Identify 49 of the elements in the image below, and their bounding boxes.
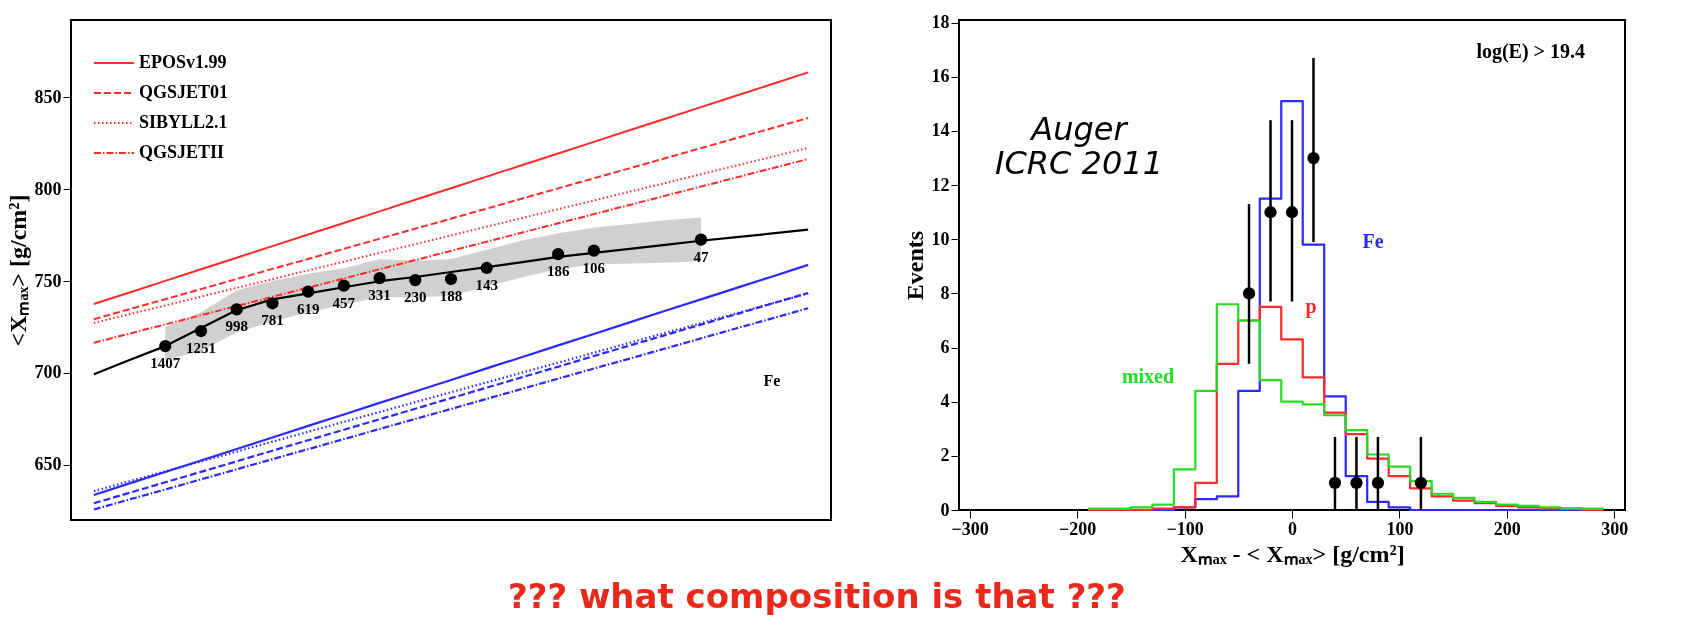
annotation: 143 bbox=[475, 276, 498, 293]
annotation: 457 bbox=[332, 294, 356, 311]
x-tick-label: 0 bbox=[1288, 518, 1297, 539]
annotation: 619 bbox=[296, 300, 320, 317]
y-tick-label: 14 bbox=[931, 120, 950, 141]
y-axis-title: <Xₘₐₓ> [g/cm²] bbox=[4, 194, 31, 347]
annotation: 1251 bbox=[186, 340, 216, 357]
y-tick-label: 0 bbox=[940, 499, 950, 520]
annotation: 998 bbox=[225, 318, 248, 335]
annotation: 188 bbox=[439, 288, 463, 305]
x-tick-label: −200 bbox=[1059, 518, 1097, 539]
y-tick-label: 16 bbox=[931, 66, 950, 87]
legend-label: QGSJET01 bbox=[139, 82, 229, 102]
x-tick-label: 300 bbox=[1601, 518, 1629, 539]
annotation: 331 bbox=[368, 287, 391, 304]
y-tick-label: 10 bbox=[931, 228, 950, 249]
annotation: 1407 bbox=[150, 355, 181, 372]
annotation: Fe bbox=[763, 372, 781, 389]
y-tick-label: 2 bbox=[940, 445, 950, 466]
series-label: Fe bbox=[1362, 230, 1384, 252]
x-axis-title: Xₘₐₓ - < Xₘₐₓ> [g/cm²] bbox=[1180, 540, 1405, 567]
legend-label: EPOSv1.99 bbox=[139, 52, 227, 72]
text: ??? what composition is that ??? bbox=[507, 576, 1126, 616]
y-axis-title: Events bbox=[901, 230, 928, 301]
y-tick-label: 18 bbox=[931, 12, 950, 33]
annotation: 106 bbox=[582, 259, 606, 276]
series-label: p bbox=[1305, 295, 1317, 318]
annotation: 47 bbox=[693, 248, 709, 265]
y-tick-label: 12 bbox=[931, 174, 950, 195]
annotation: 186 bbox=[546, 263, 570, 280]
y-tick-label: 6 bbox=[940, 337, 950, 358]
y-tick-label: 8 bbox=[940, 282, 950, 303]
x-tick-label: 200 bbox=[1493, 518, 1521, 539]
x-tick-label: −100 bbox=[1166, 518, 1204, 539]
y-tick-label: 850 bbox=[34, 86, 62, 107]
annotation: Auger ICRC 2011 bbox=[995, 110, 1163, 182]
y-tick-label: 4 bbox=[940, 391, 950, 412]
series-label: mixed bbox=[1121, 365, 1175, 387]
y-tick-label: 800 bbox=[34, 178, 62, 199]
annotation: log(E) > 19.4 bbox=[1476, 40, 1585, 63]
y-tick-label: 650 bbox=[34, 454, 62, 475]
legend-label: QGSJETII bbox=[139, 142, 225, 162]
legend-label: SIBYLL2.1 bbox=[139, 112, 228, 132]
annotation: 230 bbox=[404, 289, 427, 306]
y-tick-label: 700 bbox=[34, 362, 62, 383]
x-tick-label: −300 bbox=[951, 518, 989, 539]
x-tick-label: 100 bbox=[1386, 518, 1414, 539]
annotation: 781 bbox=[261, 312, 284, 329]
y-tick-label: 750 bbox=[34, 270, 62, 291]
